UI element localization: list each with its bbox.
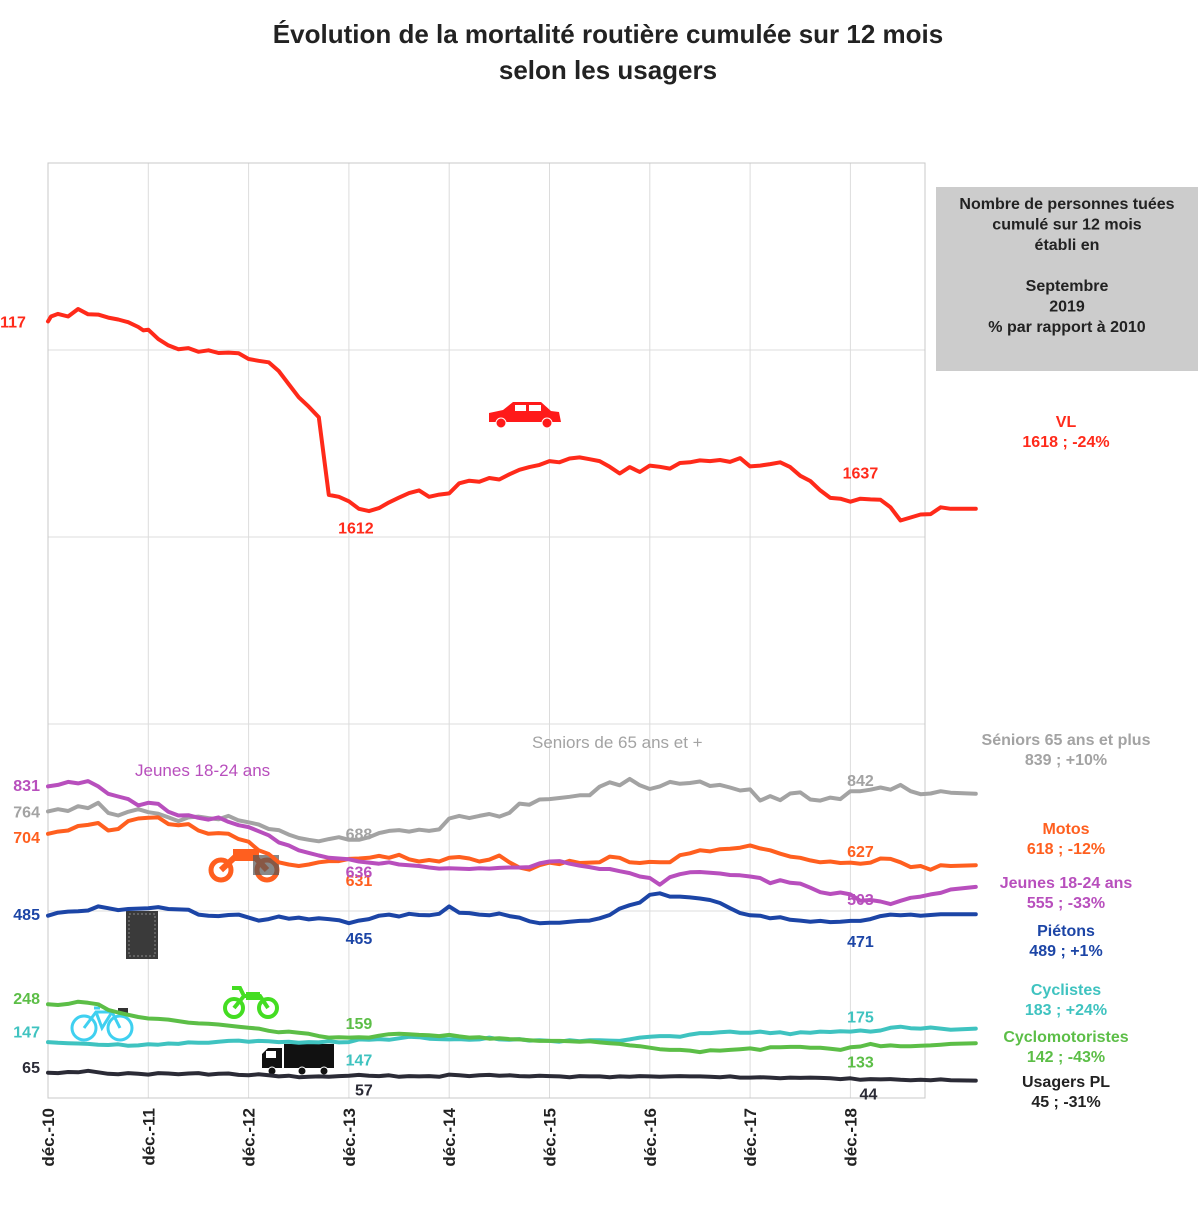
legend-vl-line-1: VL	[1056, 414, 1077, 431]
series-line-seniors	[46, 776, 978, 844]
data-label-cyclo: 133	[847, 1054, 874, 1071]
data-labels: 2117 1612 1637 764 688 842 704 631 627 831 636 503 4…	[0, 314, 878, 1103]
legend-pietons-line-2: 489 ; +1%	[1029, 943, 1102, 960]
plot-area-border	[47, 162, 926, 1099]
data-label-motos: 627	[847, 844, 874, 861]
x-tick-label: déc.-17	[741, 1108, 760, 1167]
info-box: Nombre de personnes tuées cumulé sur 12 m…	[936, 187, 1198, 371]
chart-title-line-2: selon les usagers	[499, 55, 717, 85]
legend-cyclistes-line-1: Cyclistes	[1031, 982, 1101, 999]
info-box-line: établi en	[1035, 237, 1100, 254]
data-label-pl: 57	[355, 1083, 373, 1100]
legend-cyclo-line-2: 142 ; -43%	[1027, 1049, 1105, 1066]
series-line-pl	[46, 1068, 978, 1083]
series-label-jeunes: Jeunes 18-24 ans	[135, 761, 270, 780]
data-label-pl: 65	[22, 1060, 40, 1077]
series-lines	[46, 307, 978, 1083]
x-tick-label: déc.-18	[841, 1108, 860, 1167]
info-box-line: cumulé sur 12 mois	[992, 217, 1141, 234]
legend-motos-line-2: 618 ; -12%	[1027, 841, 1105, 858]
series-line-pietons	[46, 891, 978, 926]
legend: VL 1618 ; -24% Séniors 65 ans et plus 839 ;…	[982, 414, 1151, 1111]
info-box-line: Septembre	[1026, 278, 1109, 295]
x-tick-label: déc.-15	[541, 1108, 560, 1167]
data-label-pl: 44	[860, 1086, 878, 1103]
legend-motos-line-1: Motos	[1042, 821, 1089, 838]
data-label-jeunes: 636	[346, 865, 373, 882]
info-box-line: Nombre de personnes tuées	[959, 196, 1174, 213]
series-line-jeunes	[46, 779, 978, 907]
chart-title-line-1: Évolution de la mortalité routière cumul…	[273, 19, 943, 49]
x-tick-label: déc.-14	[440, 1107, 459, 1166]
legend-vl-line-2: 1618 ; -24%	[1022, 434, 1109, 451]
data-label-cyclo: 159	[346, 1016, 373, 1033]
data-label-pietons: 465	[346, 931, 373, 948]
data-label-seniors: 764	[13, 804, 40, 821]
series-label-seniors: Seniors de 65 ans et +	[532, 733, 703, 752]
vehicle-icons	[70, 402, 561, 1076]
motorbike-icon	[208, 849, 280, 883]
car-icon	[489, 402, 561, 429]
data-label-seniors: 842	[847, 773, 874, 790]
info-box-line: 2019	[1049, 299, 1085, 316]
x-tick-label: déc.-16	[641, 1108, 660, 1167]
x-tick-label: déc.-13	[340, 1108, 359, 1167]
pedestrian-icon	[126, 911, 158, 959]
data-label-cyclistes: 147	[346, 1053, 373, 1070]
data-label-vl: 2117	[0, 314, 26, 331]
legend-seniors-line-1: Séniors 65 ans et plus	[982, 732, 1151, 749]
data-label-jeunes: 503	[847, 892, 874, 909]
data-label-cyclo: 248	[13, 991, 40, 1008]
data-label-pietons: 471	[847, 934, 874, 951]
x-tick-label: déc.-10	[39, 1108, 58, 1167]
legend-seniors-line-2: 839 ; +10%	[1025, 752, 1107, 769]
data-label-motos: 631	[346, 873, 373, 890]
series-line-vl	[46, 307, 978, 523]
data-label-vl: 1612	[338, 521, 374, 538]
series-line-cyclistes	[46, 1024, 978, 1048]
legend-jeunes-line-2: 555 ; -33%	[1027, 895, 1105, 912]
legend-jeunes-line-1: Jeunes 18-24 ans	[1000, 875, 1133, 892]
legend-pl-line-2: 45 ; -31%	[1031, 1094, 1100, 1111]
series-line-motos	[46, 815, 978, 872]
data-label-motos: 704	[13, 830, 40, 847]
legend-cyclo-line-1: Cyclomotoristes	[1003, 1029, 1128, 1046]
data-label-cyclistes: 175	[847, 1010, 874, 1027]
legend-pietons-line-1: Piétons	[1037, 923, 1095, 940]
data-label-pietons: 485	[13, 907, 40, 924]
legend-cyclistes-line-2: 183 ; +24%	[1025, 1002, 1107, 1019]
x-axis-ticks: déc.-10 déc.-11 déc.-12 déc.-13 déc.-14 déc.-…	[39, 1107, 860, 1166]
data-label-cyclistes: 147	[13, 1025, 40, 1042]
moped-icon	[223, 986, 279, 1019]
info-box-line: % par rapport à 2010	[988, 319, 1146, 336]
bicycle-icon	[70, 1006, 134, 1042]
data-label-seniors: 688	[346, 826, 373, 843]
x-tick-label: déc.-11	[139, 1108, 158, 1166]
data-label-jeunes: 831	[13, 778, 40, 795]
data-label-vl: 1637	[843, 465, 879, 482]
info-box-background	[936, 187, 1198, 371]
x-tick-label: déc.-12	[240, 1108, 259, 1167]
gridlines	[47, 163, 925, 1098]
legend-pl-line-1: Usagers PL	[1022, 1074, 1110, 1091]
truck-icon	[262, 1044, 334, 1076]
series-line-cyclo	[46, 999, 978, 1055]
